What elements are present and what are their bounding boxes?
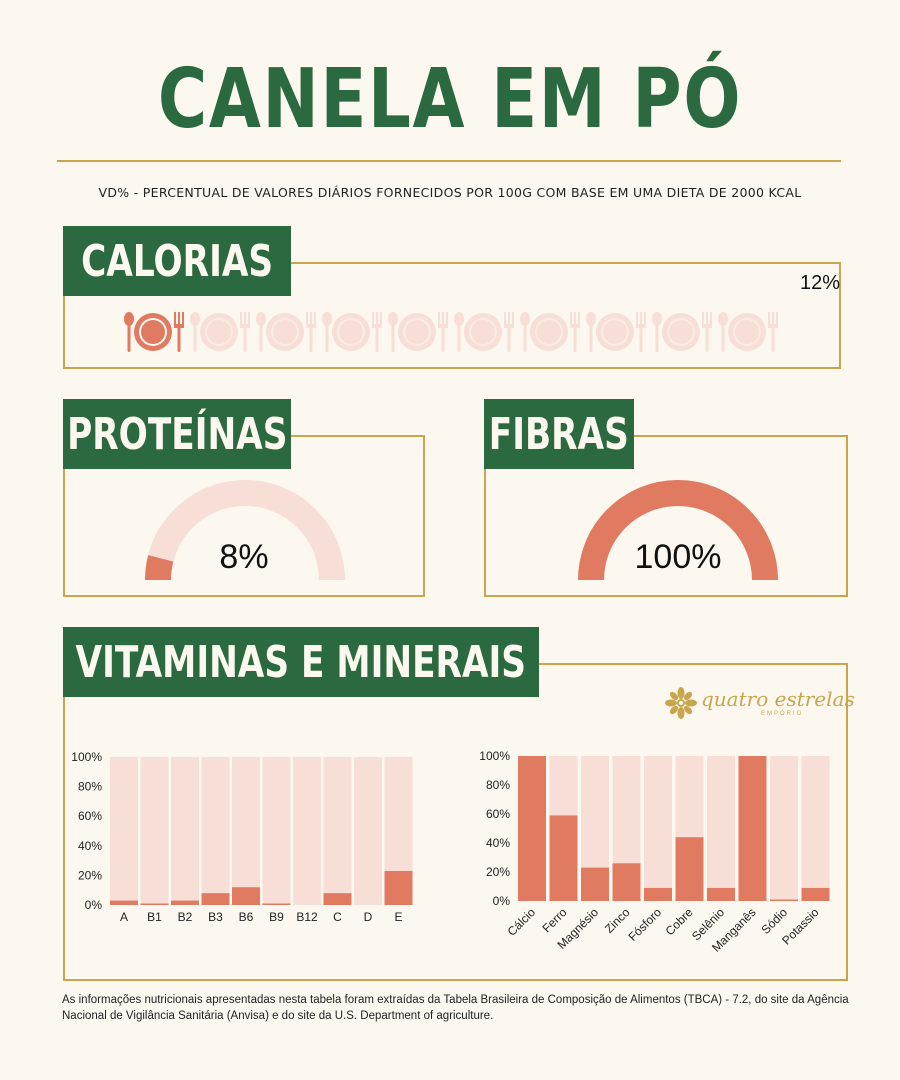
fibras-gauge <box>578 480 778 581</box>
x-tick-label: E <box>394 910 402 924</box>
plate-icon <box>322 312 382 352</box>
x-tick-label: Cálcio <box>505 905 539 939</box>
plate-icon <box>256 312 316 352</box>
bar <box>201 893 230 905</box>
bar-background <box>201 757 230 905</box>
calorias-percent: 12% <box>799 272 840 294</box>
page-title: CANELA EM PÓ <box>157 52 743 147</box>
y-tick-label: 40% <box>78 839 102 853</box>
x-tick-label: B2 <box>178 910 193 924</box>
bar <box>612 863 641 901</box>
bar-background <box>110 757 138 905</box>
bar <box>801 887 830 901</box>
y-tick-label: 0% <box>493 894 511 908</box>
x-tick-label: B12 <box>296 910 318 924</box>
y-tick-label: 100% <box>71 750 102 764</box>
plate-icon <box>520 312 580 352</box>
bar <box>675 837 704 901</box>
flower-emblem-icon <box>665 687 697 719</box>
plate-icon <box>388 312 448 352</box>
gauge-track <box>145 480 345 581</box>
bar-background <box>293 757 321 905</box>
x-tick-label: Fósforo <box>625 905 664 944</box>
calorias-banner: CALORIAS <box>63 226 291 296</box>
bar <box>518 756 546 901</box>
y-tick-label: 100% <box>479 749 510 763</box>
bar <box>384 870 413 905</box>
bar <box>707 887 735 901</box>
vitaminas-chart: 0% 20% 40% 60% 80% 100% A B1 B2 B3 B6 B9 B12 C D E <box>71 750 413 924</box>
bar <box>323 893 352 905</box>
bar <box>644 887 672 901</box>
brand-logo: quatro estrelas EMPÓRIO <box>665 685 855 721</box>
subtitle: VD% - PERCENTUAL DE VALORES DIÁRIOS FORN… <box>98 185 802 200</box>
bar <box>110 900 138 905</box>
proteinas-percent: 8% <box>219 538 269 576</box>
fibras-percent: 100% <box>634 538 722 576</box>
bar-background <box>140 757 169 905</box>
bar-background <box>323 757 352 905</box>
plate-icon <box>652 312 712 352</box>
y-tick-label: 80% <box>486 778 510 792</box>
y-tick-label: 60% <box>78 809 102 823</box>
bar <box>770 899 798 901</box>
y-tick-label: 40% <box>486 836 510 850</box>
calorias-panel <box>63 262 841 369</box>
bar <box>262 903 291 905</box>
bar <box>232 887 260 905</box>
gauge-fill <box>578 480 778 581</box>
title-divider <box>57 160 841 162</box>
plate-icon <box>718 312 778 352</box>
y-tick-label: 20% <box>78 868 102 882</box>
logo-subtext: EMPÓRIO <box>761 711 804 717</box>
y-tick-label: 20% <box>486 865 510 879</box>
plate-icon <box>124 312 184 352</box>
vitaminas-label: VITAMINAS E MINERAIS <box>75 636 527 688</box>
x-tick-label: B3 <box>208 910 223 924</box>
bar-background <box>232 757 260 905</box>
x-tick-label: C <box>333 910 342 924</box>
bar <box>738 756 767 901</box>
proteinas-label: PROTEÍNAS <box>66 408 288 460</box>
logo-text: quatro estrelas <box>701 687 855 711</box>
bar-background <box>644 756 672 901</box>
x-tick-label: B9 <box>269 910 284 924</box>
gauge-fill <box>145 555 174 581</box>
calorias-label: CALORIAS <box>80 235 274 287</box>
y-tick-label: 60% <box>486 807 510 821</box>
plate-icon <box>454 312 514 352</box>
calorias-plate-icons <box>124 312 778 352</box>
plate-icon <box>586 312 646 352</box>
fibras-banner: FIBRAS <box>484 399 634 469</box>
y-tick-label: 80% <box>78 780 102 794</box>
bar-background <box>262 757 291 905</box>
bar <box>140 903 169 905</box>
bar <box>581 867 609 901</box>
fibras-panel <box>484 435 848 597</box>
bar <box>549 815 578 901</box>
x-tick-label: D <box>364 910 373 924</box>
proteinas-banner: PROTEÍNAS <box>63 399 291 469</box>
x-tick-label: A <box>120 910 128 924</box>
proteinas-gauge <box>145 480 345 581</box>
fibras-label: FIBRAS <box>488 408 630 460</box>
bar-background <box>707 756 735 901</box>
bar-background <box>171 757 199 905</box>
bar-background <box>770 756 798 901</box>
vitaminas-banner: VITAMINAS E MINERAIS <box>63 627 539 697</box>
footer-source-note: As informações nutricionais apresentadas… <box>62 994 849 1022</box>
plate-icon <box>190 312 250 352</box>
bar-background <box>354 757 382 905</box>
y-tick-label: 0% <box>85 898 103 912</box>
bar <box>171 900 199 905</box>
bar-background <box>801 756 830 901</box>
x-tick-label: B1 <box>147 910 162 924</box>
x-tick-label: B6 <box>239 910 254 924</box>
